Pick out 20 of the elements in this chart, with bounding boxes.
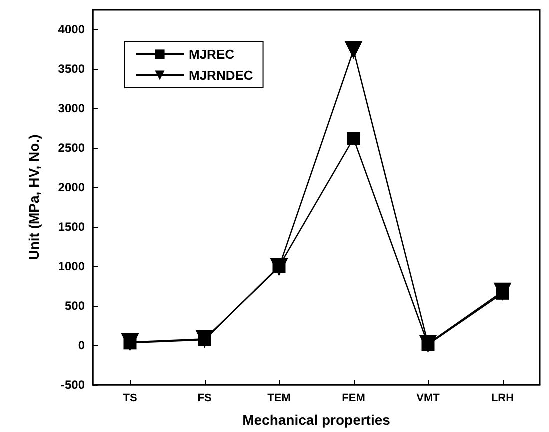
- x-tick-label: FS: [198, 392, 212, 404]
- y-tick-label: -500: [60, 378, 86, 392]
- y-tick-label: 4000: [58, 22, 86, 37]
- y-tick-label: 2000: [58, 180, 86, 195]
- x-tick-label: FEM: [342, 392, 366, 404]
- x-tick-label: TEM: [268, 392, 291, 404]
- y-tick-label: 0: [78, 338, 86, 353]
- y-tick-label: 1500: [58, 220, 86, 234]
- x-tick-label: LRH: [491, 392, 514, 404]
- legend-label: MJRNDEC: [189, 68, 254, 83]
- legend-label: MJREC: [189, 47, 236, 62]
- x-tick-label: TS: [123, 392, 138, 404]
- y-tick-label: 3500: [58, 62, 86, 76]
- y-tick-label: 3000: [58, 102, 86, 116]
- y-tick-label: 2500: [58, 141, 86, 156]
- y-tick-label: 500: [64, 299, 86, 314]
- y-axis-title: Unit (MPa, HV, No.): [26, 134, 42, 260]
- x-axis-title: Mechanical properties: [242, 412, 391, 428]
- x-tick-label: VMT: [416, 392, 440, 404]
- y-tick-label: 1000: [58, 260, 86, 274]
